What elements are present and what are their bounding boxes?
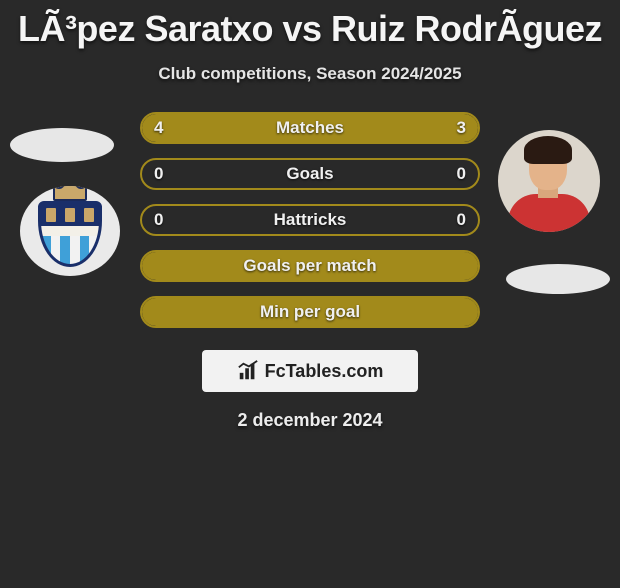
fctables-logo: FcTables.com xyxy=(202,350,418,392)
stat-bar: 00Hattricks xyxy=(140,204,480,236)
stat-bar: 00Goals xyxy=(140,158,480,190)
page-title: LÃ³pez Saratxo vs Ruiz RodrÃ­guez xyxy=(0,8,620,50)
logo-text: FcTables.com xyxy=(265,361,384,382)
stat-bar: Goals per match xyxy=(140,250,480,282)
stat-bar: Min per goal xyxy=(140,296,480,328)
stat-label: Goals xyxy=(142,164,478,184)
stat-label: Matches xyxy=(142,118,478,138)
bar-chart-icon xyxy=(237,360,259,382)
stat-label: Min per goal xyxy=(142,302,478,322)
stat-label: Hattricks xyxy=(142,210,478,230)
stat-label: Goals per match xyxy=(142,256,478,276)
stat-bar: 43Matches xyxy=(140,112,480,144)
snapshot-date: 2 december 2024 xyxy=(0,410,620,431)
subtitle: Club competitions, Season 2024/2025 xyxy=(0,64,620,84)
comparison-bars: 43Matches 00Goals 00Hattricks Goals per mat… xyxy=(140,112,480,328)
